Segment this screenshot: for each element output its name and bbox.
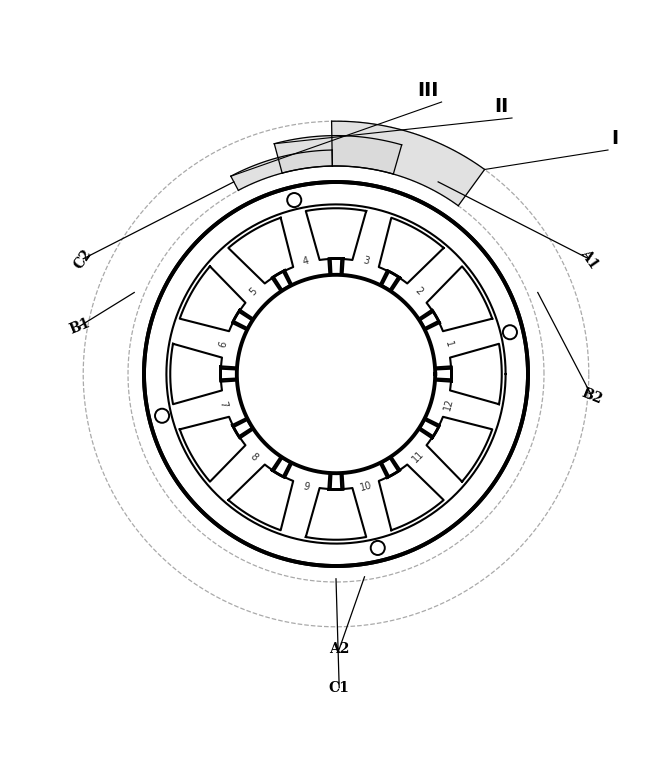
Text: 5: 5 xyxy=(248,285,259,297)
Text: A1: A1 xyxy=(577,246,600,271)
Polygon shape xyxy=(306,488,366,540)
Text: B1: B1 xyxy=(67,315,93,336)
Text: 12: 12 xyxy=(442,397,455,412)
Polygon shape xyxy=(228,218,293,283)
Polygon shape xyxy=(232,425,241,438)
Polygon shape xyxy=(379,465,444,530)
Polygon shape xyxy=(306,208,366,260)
Polygon shape xyxy=(380,457,401,478)
Text: I: I xyxy=(612,129,618,148)
Polygon shape xyxy=(431,310,440,323)
Polygon shape xyxy=(232,418,253,438)
Polygon shape xyxy=(419,418,440,438)
Circle shape xyxy=(503,325,517,339)
Polygon shape xyxy=(427,266,493,332)
Polygon shape xyxy=(179,417,245,482)
Polygon shape xyxy=(220,367,221,381)
Polygon shape xyxy=(450,344,502,404)
Text: C2: C2 xyxy=(71,246,95,271)
Polygon shape xyxy=(179,266,245,332)
Polygon shape xyxy=(228,465,293,530)
Polygon shape xyxy=(329,473,343,490)
Polygon shape xyxy=(329,258,343,259)
Text: 6: 6 xyxy=(218,339,228,348)
Polygon shape xyxy=(271,270,285,278)
Polygon shape xyxy=(451,367,452,381)
Text: 8: 8 xyxy=(248,451,259,463)
Polygon shape xyxy=(271,470,285,478)
Polygon shape xyxy=(387,270,401,278)
Polygon shape xyxy=(220,367,237,381)
Polygon shape xyxy=(431,425,440,438)
Polygon shape xyxy=(435,367,452,381)
Circle shape xyxy=(371,541,385,555)
Text: C1: C1 xyxy=(329,681,349,695)
Text: 9: 9 xyxy=(302,481,310,492)
Polygon shape xyxy=(379,218,444,283)
Text: 2: 2 xyxy=(413,285,424,297)
Polygon shape xyxy=(232,310,241,323)
Text: 1: 1 xyxy=(444,339,454,348)
Text: 10: 10 xyxy=(359,480,374,493)
Polygon shape xyxy=(387,470,401,478)
Polygon shape xyxy=(271,457,292,478)
Polygon shape xyxy=(331,121,485,206)
Text: B2: B2 xyxy=(579,386,605,407)
Text: 3: 3 xyxy=(362,256,370,267)
Polygon shape xyxy=(380,270,401,291)
Text: III: III xyxy=(417,81,438,101)
Polygon shape xyxy=(231,150,333,190)
Circle shape xyxy=(287,193,301,207)
Polygon shape xyxy=(170,344,222,404)
Polygon shape xyxy=(271,270,292,291)
Text: A2: A2 xyxy=(329,642,349,656)
Polygon shape xyxy=(419,310,440,330)
Polygon shape xyxy=(329,489,343,490)
Polygon shape xyxy=(232,310,253,330)
Text: 7: 7 xyxy=(218,400,229,409)
Text: II: II xyxy=(495,98,509,116)
Circle shape xyxy=(155,409,169,423)
Polygon shape xyxy=(329,258,343,275)
Text: 11: 11 xyxy=(411,448,427,464)
Polygon shape xyxy=(427,417,493,482)
Text: 4: 4 xyxy=(302,256,310,267)
Polygon shape xyxy=(274,136,402,174)
